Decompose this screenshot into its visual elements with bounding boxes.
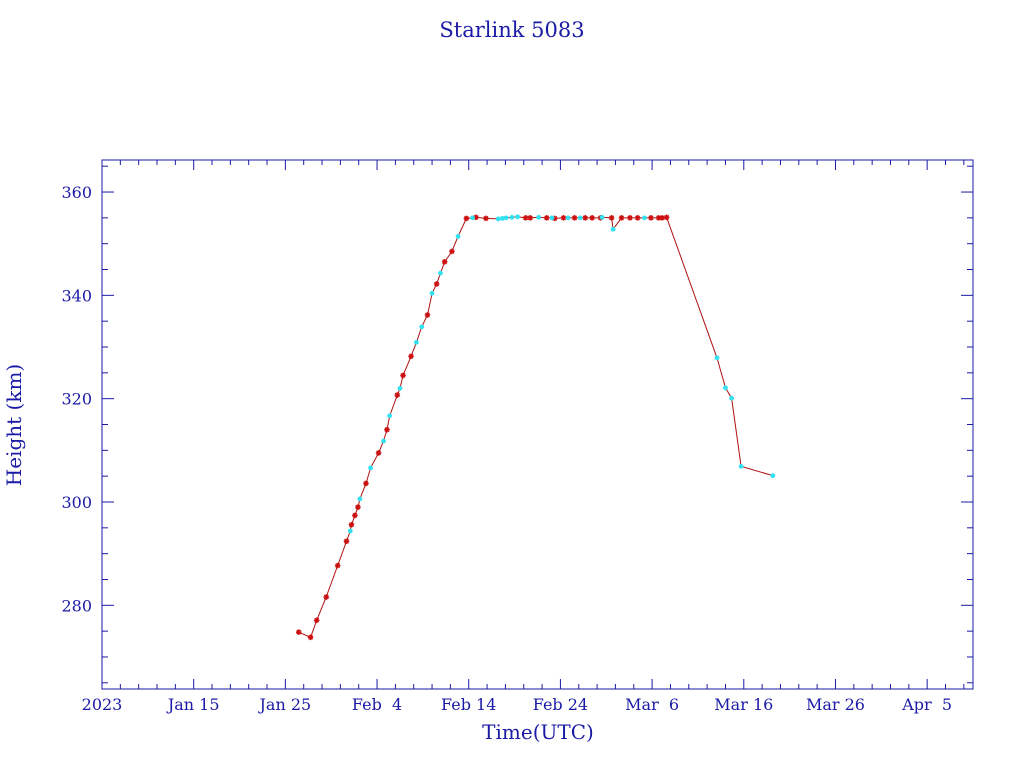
- data-point-cyan: [515, 214, 521, 220]
- y-axis-label: Height (km): [2, 364, 26, 486]
- data-point-cyan: [714, 355, 720, 361]
- y-tick-label: 340: [61, 286, 92, 305]
- data-point-red: [627, 215, 633, 221]
- data-point-red: [307, 634, 314, 641]
- data-point-cyan: [357, 496, 363, 502]
- x-tick-labels: 2023 Jan 15 Jan 25 Feb 4 Feb 14 Feb 24 Mar 6 Ma…: [82, 695, 952, 714]
- data-point-cyan: [387, 413, 393, 419]
- data-point-red: [375, 450, 382, 456]
- data-point-red: [384, 426, 390, 433]
- data-point-red: [408, 353, 414, 360]
- data-point-cyan: [470, 215, 475, 221]
- axis-ticks: [101, 160, 973, 689]
- data-point-cyan: [565, 215, 571, 221]
- data-point-cyan: [499, 215, 505, 221]
- x-tick-label: Feb 14: [441, 695, 496, 714]
- data-point-red: [433, 281, 440, 287]
- data-point-cyan: [397, 385, 403, 391]
- data-point-cyan: [414, 339, 419, 345]
- x-tick-label: Mar 6: [625, 695, 679, 714]
- data-point-red: [313, 617, 320, 624]
- data-point-cyan: [495, 216, 501, 222]
- data-point-cyan: [347, 528, 353, 534]
- series-line: [298, 216, 773, 638]
- data-point-cyan: [642, 215, 647, 221]
- data-point-red: [483, 215, 489, 222]
- data-point-red: [522, 215, 529, 221]
- data-point-cyan: [599, 214, 605, 220]
- data-point-cyan: [738, 463, 744, 469]
- data-point-red: [334, 562, 341, 569]
- data-point-cyan: [729, 395, 734, 401]
- data-point-red: [295, 629, 302, 635]
- data-point-red: [659, 215, 665, 221]
- x-tick-label: Jan 25: [258, 695, 312, 714]
- data-point-red: [560, 215, 567, 221]
- data-point-cyan: [381, 438, 386, 444]
- y-tick-labels: 280 300 320 340 360: [61, 183, 92, 615]
- data-point-red: [441, 258, 448, 265]
- data-point-red: [463, 215, 470, 222]
- data-point-red: [543, 215, 550, 221]
- data-point-red: [355, 504, 361, 510]
- data-point-cyan: [723, 385, 728, 391]
- data-point-red: [473, 214, 479, 221]
- y-tick-label: 360: [61, 183, 92, 202]
- data-point-red: [663, 214, 670, 221]
- data-point-cyan: [770, 473, 776, 479]
- data-point-red: [424, 312, 431, 318]
- x-tick-label: 2023: [82, 695, 123, 714]
- data-point-red: [634, 215, 641, 221]
- y-tick-label: 320: [61, 390, 92, 409]
- data-point-red: [400, 372, 406, 379]
- data-point-cyan: [549, 215, 555, 221]
- x-tick-label: Jan 15: [166, 695, 220, 714]
- data-point-cyan: [419, 324, 425, 330]
- data-point-cyan: [509, 214, 515, 220]
- data-point-red: [449, 248, 455, 255]
- data-point-red: [582, 215, 589, 221]
- data-point-red: [352, 512, 358, 519]
- data-point-red: [394, 392, 401, 398]
- y-tick-label: 300: [61, 493, 92, 512]
- data-point-red: [618, 215, 625, 221]
- data-point-red: [655, 215, 662, 221]
- plot-frame: [101, 159, 974, 690]
- y-tick-label: 280: [61, 596, 92, 615]
- data-point-red: [551, 215, 558, 222]
- x-tick-label: Feb 24: [533, 695, 588, 714]
- x-tick-label: Feb 4: [352, 695, 402, 714]
- data-point-red: [363, 480, 369, 487]
- data-point-red: [648, 215, 654, 221]
- data-point-red: [323, 594, 330, 600]
- data-point-cyan: [429, 290, 435, 296]
- data-point-cyan: [536, 214, 542, 220]
- data-markers: [295, 214, 776, 641]
- data-point-cyan: [577, 215, 583, 221]
- x-axis-label: Time(UTC): [482, 720, 594, 744]
- chart-title: Starlink 5083: [439, 18, 584, 42]
- data-point-cyan: [455, 234, 461, 239]
- data-point-red: [343, 538, 350, 545]
- data-point-cyan: [610, 226, 616, 232]
- x-tick-label: Mar 16: [714, 695, 773, 714]
- data-point-cyan: [503, 215, 509, 221]
- data-point-red: [589, 215, 595, 221]
- data-point-cyan: [438, 270, 443, 276]
- data-point-red: [527, 215, 534, 221]
- x-tick-label: Apr 5: [901, 695, 952, 714]
- data-point-red: [571, 215, 578, 221]
- data-point-cyan: [368, 465, 373, 471]
- data-point-red: [608, 215, 615, 221]
- x-tick-label: Mar 26: [806, 695, 865, 714]
- data-point-red: [348, 521, 355, 528]
